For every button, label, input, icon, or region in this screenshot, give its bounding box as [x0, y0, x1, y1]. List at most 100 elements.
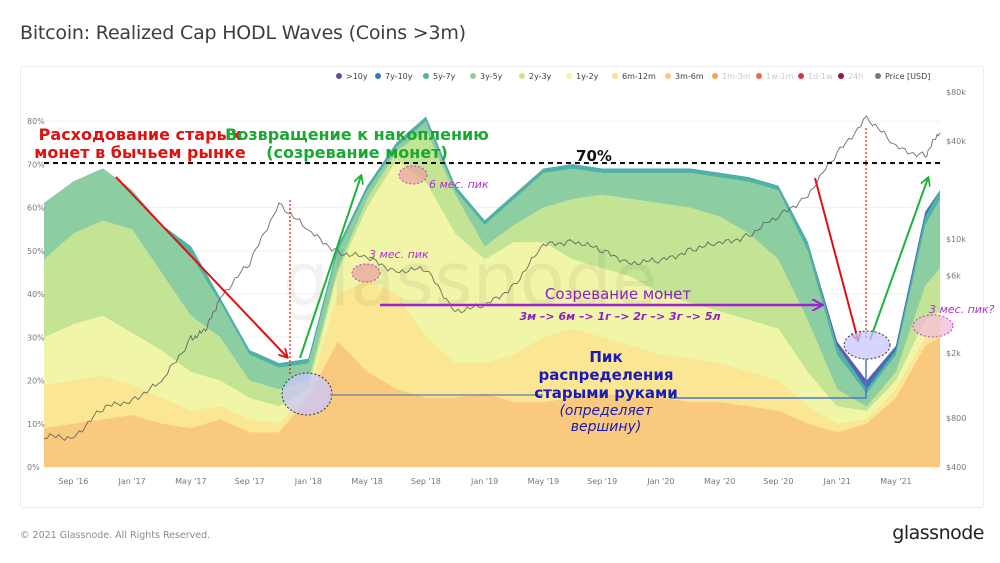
- legend-item-price-usd[interactable]: Price [USD]: [875, 72, 930, 81]
- x-tick-label: May '21: [880, 477, 911, 486]
- distribution-label-3: старыми руками: [534, 384, 678, 402]
- red-title-line-2: монет в бычьем рынке: [34, 143, 246, 162]
- red-arrow-down-2017: [115, 176, 287, 357]
- legend-label: 6m-12m: [622, 72, 656, 81]
- legend-item-10y[interactable]: >10y: [336, 72, 368, 81]
- red-arrow-down-2021: [814, 177, 858, 340]
- legend-label: 2y-3y: [529, 72, 552, 81]
- footer-copyright: © 2021 Glassnode. All Rights Reserved.: [20, 530, 211, 541]
- legend-label: 5y-7y: [433, 72, 456, 81]
- y-left-tick-label: 50%: [27, 247, 45, 256]
- peak-3m-ellipse: [351, 263, 381, 283]
- legend-dot-icon: [519, 73, 525, 79]
- legend-label: 24h: [848, 72, 864, 81]
- distribution-peak-2018-ellipse: [281, 372, 333, 416]
- green-arrow-up-2018: [299, 176, 361, 359]
- legend-dot-icon: [838, 73, 844, 79]
- y-left-tick-label: 60%: [27, 204, 45, 213]
- legend-dot-icon: [756, 73, 762, 79]
- x-axis: Sep '16 Jan '17 May '17 Sep '17 Jan '18 May '…: [58, 477, 911, 486]
- peak-3m-question-label: 3 мес. пик?: [929, 303, 995, 316]
- legend-item-1m-3m[interactable]: 1m-3m: [712, 72, 751, 81]
- legend-item-5y-7y[interactable]: 5y-7y: [423, 72, 455, 81]
- x-tick-label: Sep '17: [235, 477, 265, 486]
- y-right-tick-label: $80k: [946, 88, 966, 97]
- distribution-label-5: вершину): [571, 419, 642, 435]
- legend-item-1d-1w[interactable]: 1d-1w: [798, 72, 833, 81]
- legend: >10y 7y-10y 5y-7y 3y-5y 2y-3y 1y-2y 6m-12m 3m-6…: [0, 72, 1000, 88]
- x-tick-label: Jan '19: [470, 477, 498, 486]
- legend-dot-icon: [875, 73, 881, 79]
- y-left-tick-label: 20%: [27, 377, 45, 386]
- label-70-percent: 70%: [576, 147, 612, 165]
- distribution-peak-2021-ellipse: [843, 330, 891, 360]
- x-tick-label: Sep '16: [58, 477, 88, 486]
- x-tick-label: Sep '20: [763, 477, 793, 486]
- x-tick-label: Sep '19: [587, 477, 617, 486]
- x-tick-label: May '19: [528, 477, 559, 486]
- legend-label: 3y-5y: [480, 72, 503, 81]
- legend-item-1w-1m[interactable]: 1w-1m: [756, 72, 793, 81]
- x-tick-label: Jan '20: [646, 477, 674, 486]
- legend-dot-icon: [375, 73, 381, 79]
- legend-label: 1w-1m: [766, 72, 794, 81]
- area-band-3m-6m: [44, 337, 940, 467]
- legend-item-3y-5y[interactable]: 3y-5y: [470, 72, 502, 81]
- maturation-label: Созревание монет: [545, 285, 691, 303]
- legend-dot-icon: [470, 73, 476, 79]
- peak-3m-question-ellipse: [912, 314, 954, 338]
- distribution-label-2: распределения: [539, 366, 674, 384]
- legend-dot-icon: [798, 73, 804, 79]
- legend-item-1y-2y[interactable]: 1y-2y: [566, 72, 598, 81]
- peak-6m-label: 6 мес. пик: [429, 178, 489, 191]
- green-arrow-up-2021: [869, 178, 928, 341]
- x-tick-label: May '17: [175, 477, 206, 486]
- green-title-line-1: Возвращение к накоплению: [225, 125, 489, 144]
- y-left-tick-label: 70%: [27, 160, 45, 169]
- peak-6m-ellipse: [398, 165, 428, 185]
- x-tick-label: May '20: [704, 477, 735, 486]
- legend-label: 1d-1w: [808, 72, 833, 81]
- area-bands: [44, 116, 940, 467]
- legend-dot-icon: [336, 73, 342, 79]
- legend-item-6m-12m[interactable]: 6m-12m: [612, 72, 656, 81]
- y-left-tick-label: 30%: [27, 333, 45, 342]
- y-left-tick-label: 0%: [27, 463, 40, 472]
- y-right-tick-label: $10k: [946, 235, 966, 244]
- chart-title: Bitcoin: Realized Cap HODL Waves (Coins …: [20, 22, 466, 44]
- legend-dot-icon: [423, 73, 429, 79]
- y-right-tick-label: $2k: [946, 349, 961, 358]
- connector-right: [670, 359, 867, 399]
- legend-label: 1m-3m: [722, 72, 751, 81]
- legend-item-2y-3y[interactable]: 2y-3y: [519, 72, 551, 81]
- y-axis-left: 0% 10% 20% 30% 40% 50% 60% 70% 80%: [27, 117, 45, 472]
- glassnode-logo[interactable]: glassnode: [892, 522, 984, 544]
- legend-item-24h[interactable]: 24h: [838, 72, 863, 81]
- y-left-tick-label: 80%: [27, 117, 45, 126]
- y-right-tick-label: $400: [946, 463, 966, 472]
- x-tick-label: May '18: [351, 477, 382, 486]
- x-tick-label: Sep '18: [411, 477, 441, 486]
- legend-label: 7y-10y: [385, 72, 413, 81]
- legend-dot-icon: [712, 73, 718, 79]
- legend-item-3m-6m[interactable]: 3m-6m: [665, 72, 704, 81]
- x-tick-label: Jan '17: [117, 477, 145, 486]
- legend-dot-icon: [566, 73, 572, 79]
- y-left-tick-label: 40%: [27, 290, 45, 299]
- legend-label: Price [USD]: [885, 72, 931, 81]
- legend-item-7y-10y[interactable]: 7y-10y: [375, 72, 412, 81]
- y-right-tick-label: $6k: [946, 271, 961, 280]
- annotations: 70% Расходование старых монет в бычьем р…: [34, 125, 994, 435]
- x-tick-label: Jan '21: [823, 477, 851, 486]
- legend-dot-icon: [612, 73, 618, 79]
- red-title-line-1: Расходование старых: [39, 125, 242, 144]
- green-title-line-2: (созревание монет): [266, 143, 448, 162]
- legend-dot-icon: [665, 73, 671, 79]
- y-left-tick-label: 10%: [27, 420, 45, 429]
- y-axis-right: $400 $800 $2k $6k $10k $40k $80k: [946, 88, 966, 472]
- distribution-label-4: (определяет: [559, 403, 653, 419]
- maturation-steps: 3м –> 6м –> 1г –> 2г –> 3г –> 5л: [519, 310, 720, 323]
- y-right-tick-label: $40k: [946, 137, 966, 146]
- y-right-tick-label: $800: [946, 414, 966, 423]
